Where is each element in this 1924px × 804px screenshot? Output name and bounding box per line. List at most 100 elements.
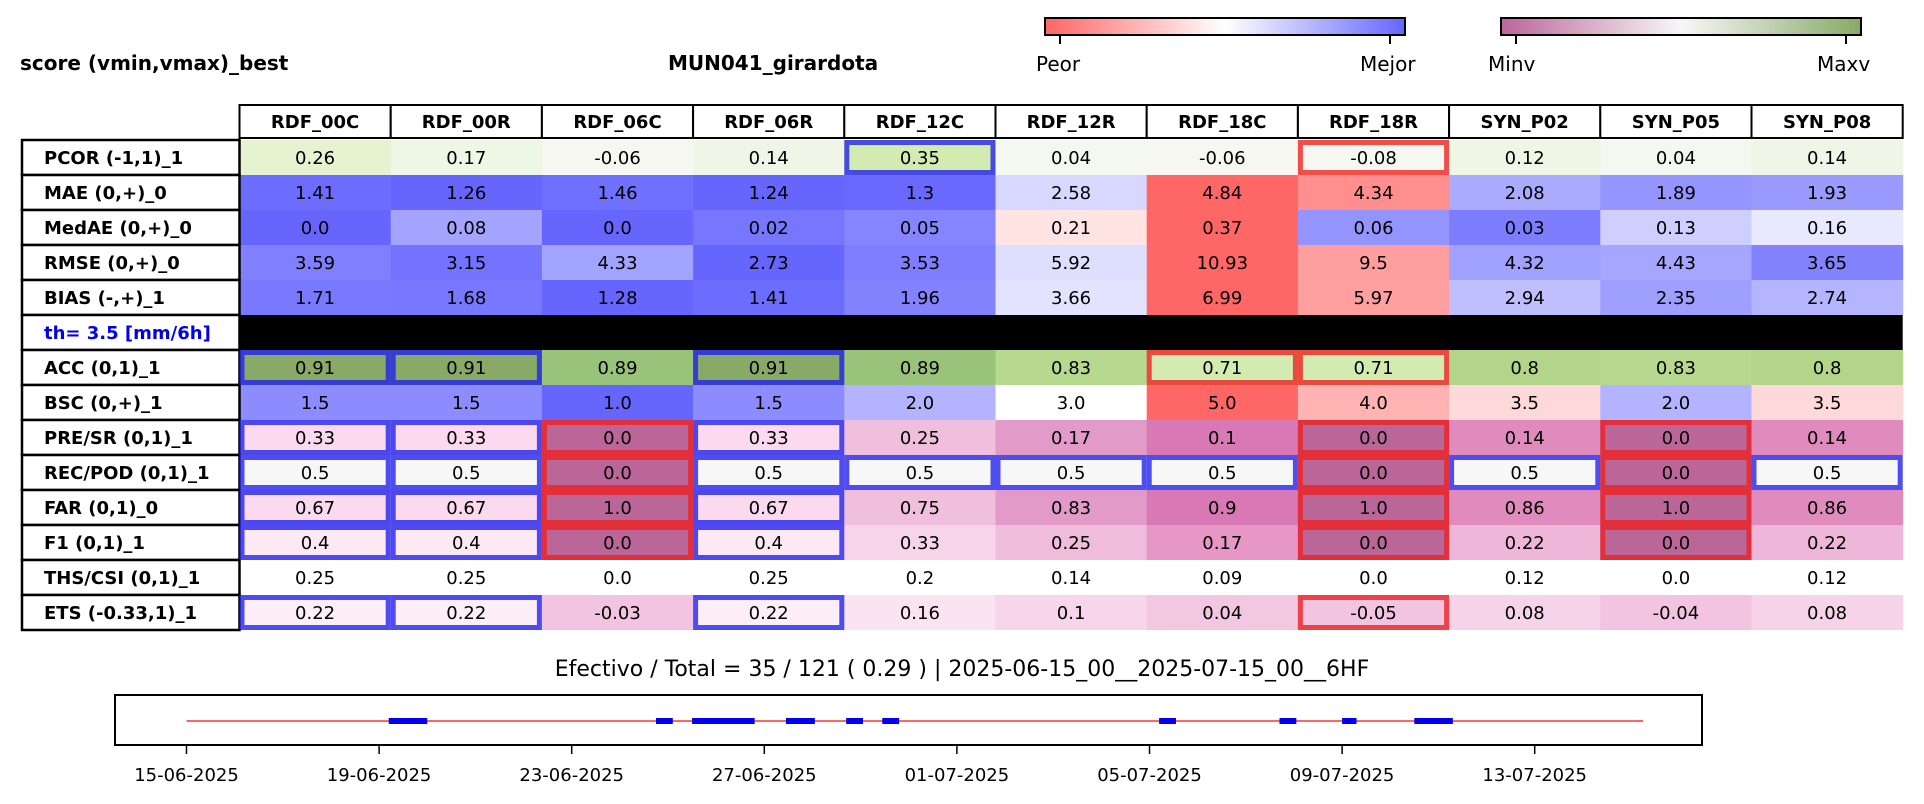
threshold-label: th= 3.5 [mm/6h] — [44, 323, 211, 344]
table-cell-value: 0.5 — [906, 463, 935, 484]
table-cell — [1297, 420, 1450, 455]
timeline-tick-label: 27-06-2025 — [712, 765, 817, 786]
timeline-tick-label: 05-07-2025 — [1097, 765, 1202, 786]
table-cell-value: 0.83 — [1051, 498, 1091, 519]
table-cell — [1449, 560, 1601, 595]
colorbar2-min-label: Minv — [1488, 52, 1536, 76]
table-cell-value: 1.71 — [295, 288, 335, 309]
table-cell — [1146, 245, 1299, 280]
best-score-highlight — [693, 420, 845, 455]
table-cell-value: 0.5 — [1813, 463, 1842, 484]
worst-score-highlight — [1297, 140, 1450, 175]
table-cell — [693, 455, 845, 490]
table-cell-value: 1.5 — [754, 393, 783, 414]
table-cell — [844, 140, 996, 175]
table-cell-value: 6.99 — [1202, 288, 1242, 309]
table-cell-value: 0.4 — [301, 533, 330, 554]
table-cell — [1751, 280, 1904, 315]
table-cell — [541, 140, 694, 175]
table-cell — [390, 245, 543, 280]
table-cell-value: 0.14 — [1807, 428, 1847, 449]
table-cell-value: 0.33 — [900, 533, 940, 554]
table-cell-value: 4.84 — [1202, 183, 1242, 204]
table-cell-value: 0.14 — [749, 148, 789, 169]
table-cell — [995, 385, 1148, 420]
table-cell-value: 0.5 — [301, 463, 330, 484]
table-cell-value: 2.74 — [1807, 288, 1847, 309]
table-cell-value: 0.71 — [1202, 358, 1242, 379]
table-cell — [995, 560, 1148, 595]
row-label: ETS (-0.33,1)_1 — [44, 603, 197, 624]
column-header-cell — [692, 104, 846, 139]
table-cell-value: 1.0 — [1662, 498, 1691, 519]
table-cell-value: 4.33 — [597, 253, 637, 274]
table-cell — [1751, 350, 1904, 385]
score-table: RDF_00C RDF_00R RDF_06C RDF_06R RDF_12C RDF_1… — [20, 104, 1904, 632]
table-cell — [995, 175, 1148, 210]
table-cell-value: 0.67 — [446, 498, 486, 519]
table-cell — [1449, 595, 1601, 630]
table-cell — [239, 595, 392, 630]
table-cell — [1751, 595, 1904, 630]
table-cell — [844, 560, 996, 595]
table-cell-value: 0.0 — [301, 218, 330, 239]
table-cell — [1751, 245, 1904, 280]
table-cell-value: 1.3 — [906, 183, 935, 204]
table-cell-value: 0.12 — [1807, 568, 1847, 589]
table-cell-value: 0.26 — [295, 148, 335, 169]
table-cell — [390, 210, 543, 245]
best-score-highlight — [390, 420, 542, 455]
chart-title-left: score (vmin,vmax)_best — [20, 51, 289, 75]
table-cell-value: 0.02 — [749, 218, 789, 239]
table-cell-value: 0.71 — [1353, 358, 1393, 379]
table-cell — [1146, 455, 1299, 490]
row-label: MedAE (0,+)_0 — [44, 218, 192, 239]
table-cell — [995, 595, 1148, 630]
table-cell-value: 0.83 — [1656, 358, 1696, 379]
best-score-highlight — [844, 455, 996, 490]
table-cell — [239, 420, 392, 455]
table-cell — [1146, 420, 1299, 455]
table-cell — [1600, 210, 1752, 245]
table-cell — [693, 385, 845, 420]
table-cell — [693, 245, 845, 280]
row-label: FAR (0,1)_0 — [44, 498, 158, 519]
best-score-highlight — [390, 455, 542, 490]
best-score-highlight — [1751, 455, 1903, 490]
table-cell-value: 0.25 — [1051, 533, 1091, 554]
row-label-cell — [20, 173, 241, 212]
table-cell — [390, 175, 543, 210]
best-score-highlight — [693, 490, 845, 525]
table-cell — [541, 385, 694, 420]
table-cell-value: 0.14 — [1807, 148, 1847, 169]
table-cell-value: 0.22 — [1505, 533, 1545, 554]
table-cell — [541, 280, 694, 315]
table-cell — [995, 455, 1148, 490]
timeline-tick-label: 01-07-2025 — [905, 765, 1010, 786]
row-label: F1 (0,1)_1 — [44, 533, 145, 554]
timeline-tick-label: 19-06-2025 — [327, 765, 432, 786]
table-cell-value: 1.24 — [749, 183, 789, 204]
table-cell — [1751, 140, 1904, 175]
worst-score-highlight — [541, 490, 694, 525]
table-cell — [995, 140, 1148, 175]
table-cell — [1146, 560, 1299, 595]
worst-score-highlight — [1297, 490, 1450, 525]
table-cell-value: 1.96 — [900, 288, 940, 309]
best-score-highlight — [693, 350, 845, 385]
column-header-cell — [1296, 104, 1451, 139]
table-cell — [1297, 455, 1450, 490]
table-cell — [693, 420, 845, 455]
table-cell — [390, 490, 543, 525]
table-cell — [844, 175, 996, 210]
table-cell-value: 0.17 — [446, 148, 486, 169]
table-cell-value: 0.5 — [452, 463, 481, 484]
table-cell-value: 0.0 — [603, 463, 632, 484]
table-cell — [693, 560, 845, 595]
table-cell — [995, 420, 1148, 455]
colorbar1 — [1044, 17, 1406, 36]
table-cell-value: 2.0 — [906, 393, 935, 414]
table-cell-value: 0.35 — [900, 148, 940, 169]
table-cell-value: 2.08 — [1505, 183, 1545, 204]
best-score-highlight — [390, 490, 542, 525]
